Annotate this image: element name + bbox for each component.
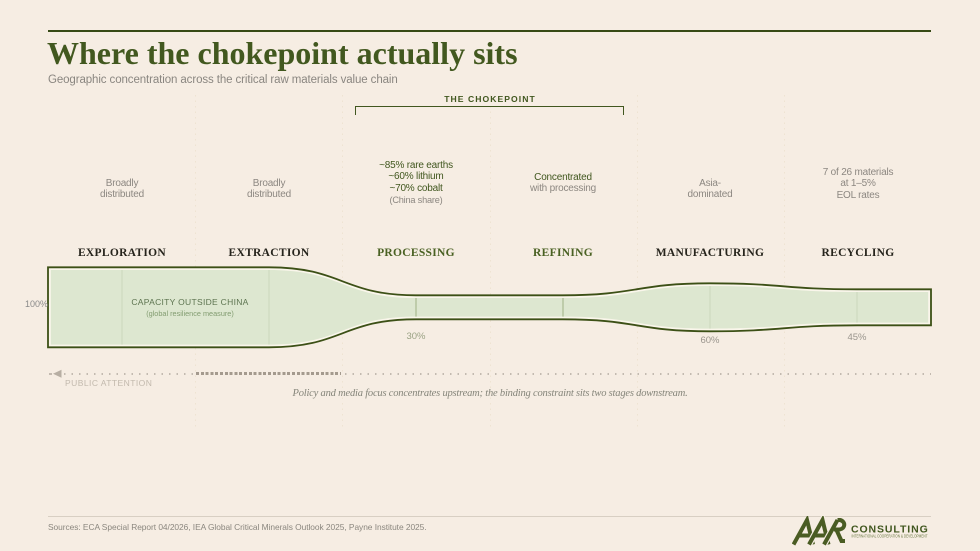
svg-text:CONSULTING: CONSULTING <box>851 524 929 536</box>
svg-text:INTERNATIONAL COOPERATION & DE: INTERNATIONAL COOPERATION & DEVELOPMENT <box>852 534 928 539</box>
